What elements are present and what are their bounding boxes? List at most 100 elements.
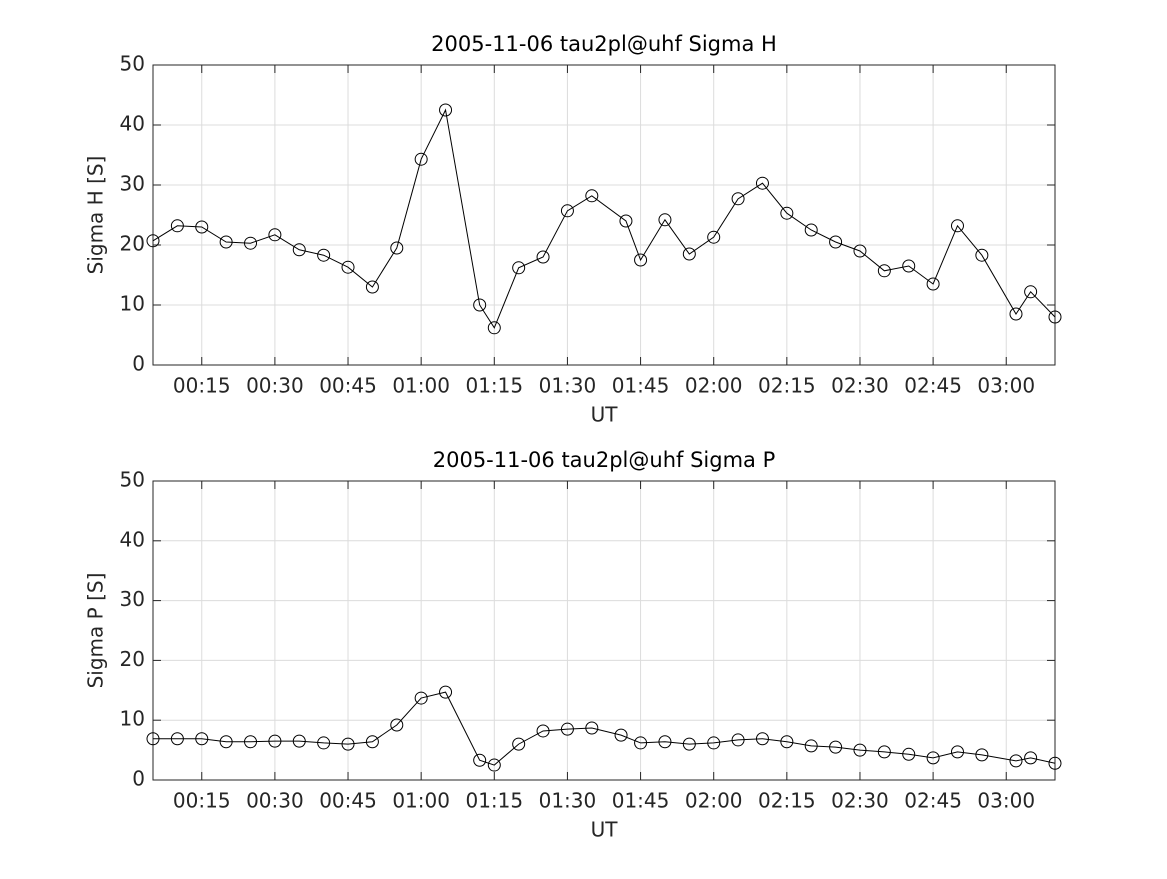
y-tick-label: 50	[120, 468, 145, 492]
y-tick-label: 20	[120, 647, 145, 671]
chart-title: 2005-11-06 tau2pl@uhf Sigma H	[431, 32, 777, 56]
data-point	[926, 277, 940, 291]
data-point	[1024, 751, 1038, 765]
data-point	[414, 691, 428, 705]
x-tick-label: 02:30	[831, 789, 889, 813]
data-point	[585, 189, 599, 203]
plot-area	[153, 481, 1055, 780]
data-point	[219, 235, 233, 249]
data-point	[829, 235, 843, 249]
y-tick-label: 0	[132, 767, 145, 791]
y-tick-label: 30	[120, 172, 145, 196]
data-line	[153, 691, 1056, 766]
data-point	[341, 737, 355, 751]
x-tick-label: 01:30	[539, 789, 597, 813]
data-point	[950, 219, 964, 233]
data-point	[317, 248, 331, 262]
data-point	[292, 734, 306, 748]
data-point	[390, 241, 404, 255]
data-point	[731, 733, 745, 747]
data-point	[512, 261, 526, 275]
data-point	[512, 737, 526, 751]
data-point	[473, 298, 487, 312]
data-point	[975, 248, 989, 262]
data-point	[244, 236, 258, 250]
x-tick-label: 02:45	[904, 789, 962, 813]
data-point	[365, 735, 379, 749]
data-point	[365, 280, 379, 294]
axes-box	[152, 64, 1056, 366]
data-point	[755, 732, 769, 746]
data-point	[170, 219, 184, 233]
x-tick-label: 01:45	[612, 789, 670, 813]
x-tick-label: 01:00	[392, 789, 450, 813]
data-point	[804, 223, 818, 237]
x-tick-label: 00:30	[246, 789, 304, 813]
data-point	[902, 259, 916, 273]
x-tick-label: 02:15	[758, 374, 816, 398]
data-point	[780, 206, 794, 220]
data-point	[707, 230, 721, 244]
data-point	[195, 220, 209, 234]
data-point	[560, 722, 574, 736]
data-point	[829, 740, 843, 754]
data-point	[170, 732, 184, 746]
data-point	[658, 735, 672, 749]
data-point	[707, 736, 721, 750]
x-axis-label: UT	[591, 403, 619, 427]
data-point	[1048, 310, 1062, 324]
x-tick-label: 00:45	[319, 789, 377, 813]
x-tick-label: 01:15	[465, 374, 523, 398]
data-point	[439, 685, 453, 699]
x-tick-label: 01:00	[392, 374, 450, 398]
data-point	[614, 728, 628, 742]
x-tick-label: 02:30	[831, 374, 889, 398]
data-point	[804, 739, 818, 753]
y-tick-label: 40	[120, 112, 145, 136]
x-tick-label: 02:00	[685, 374, 743, 398]
y-axis-label: Sigma H [S]	[84, 156, 108, 275]
data-point	[292, 243, 306, 257]
data-point	[244, 735, 258, 749]
data-point	[877, 264, 891, 278]
data-point	[536, 250, 550, 264]
y-tick-label: 50	[120, 52, 145, 76]
data-point	[780, 735, 794, 749]
data-point	[1009, 307, 1023, 321]
data-point	[1024, 285, 1038, 299]
y-tick-label: 0	[132, 352, 145, 376]
data-point	[853, 743, 867, 757]
y-tick-label: 20	[120, 232, 145, 256]
x-tick-label: 03:00	[977, 789, 1035, 813]
y-tick-label: 30	[120, 587, 145, 611]
data-point	[268, 228, 282, 242]
data-point	[975, 748, 989, 762]
data-point	[560, 204, 574, 218]
data-point	[146, 732, 160, 746]
data-point	[585, 721, 599, 735]
x-tick-label: 01:30	[539, 374, 597, 398]
data-point	[439, 103, 453, 117]
data-point	[853, 244, 867, 258]
data-point	[487, 758, 501, 772]
data-point	[1048, 756, 1062, 770]
x-tick-label: 03:00	[977, 374, 1035, 398]
data-point	[195, 732, 209, 746]
plot-area	[153, 65, 1055, 365]
x-tick-label: 00:15	[173, 789, 231, 813]
data-point	[341, 260, 355, 274]
data-point	[473, 753, 487, 767]
data-point	[487, 321, 501, 335]
y-tick-label: 10	[120, 707, 145, 731]
data-point	[536, 724, 550, 738]
data-point	[926, 751, 940, 765]
x-tick-label: 01:45	[612, 374, 670, 398]
x-tick-label: 01:15	[465, 789, 523, 813]
data-point	[682, 737, 696, 751]
data-point	[682, 247, 696, 261]
x-tick-label: 00:45	[319, 374, 377, 398]
data-point	[317, 736, 331, 750]
data-line	[152, 108, 1056, 329]
x-tick-label: 00:30	[246, 374, 304, 398]
data-point	[219, 735, 233, 749]
